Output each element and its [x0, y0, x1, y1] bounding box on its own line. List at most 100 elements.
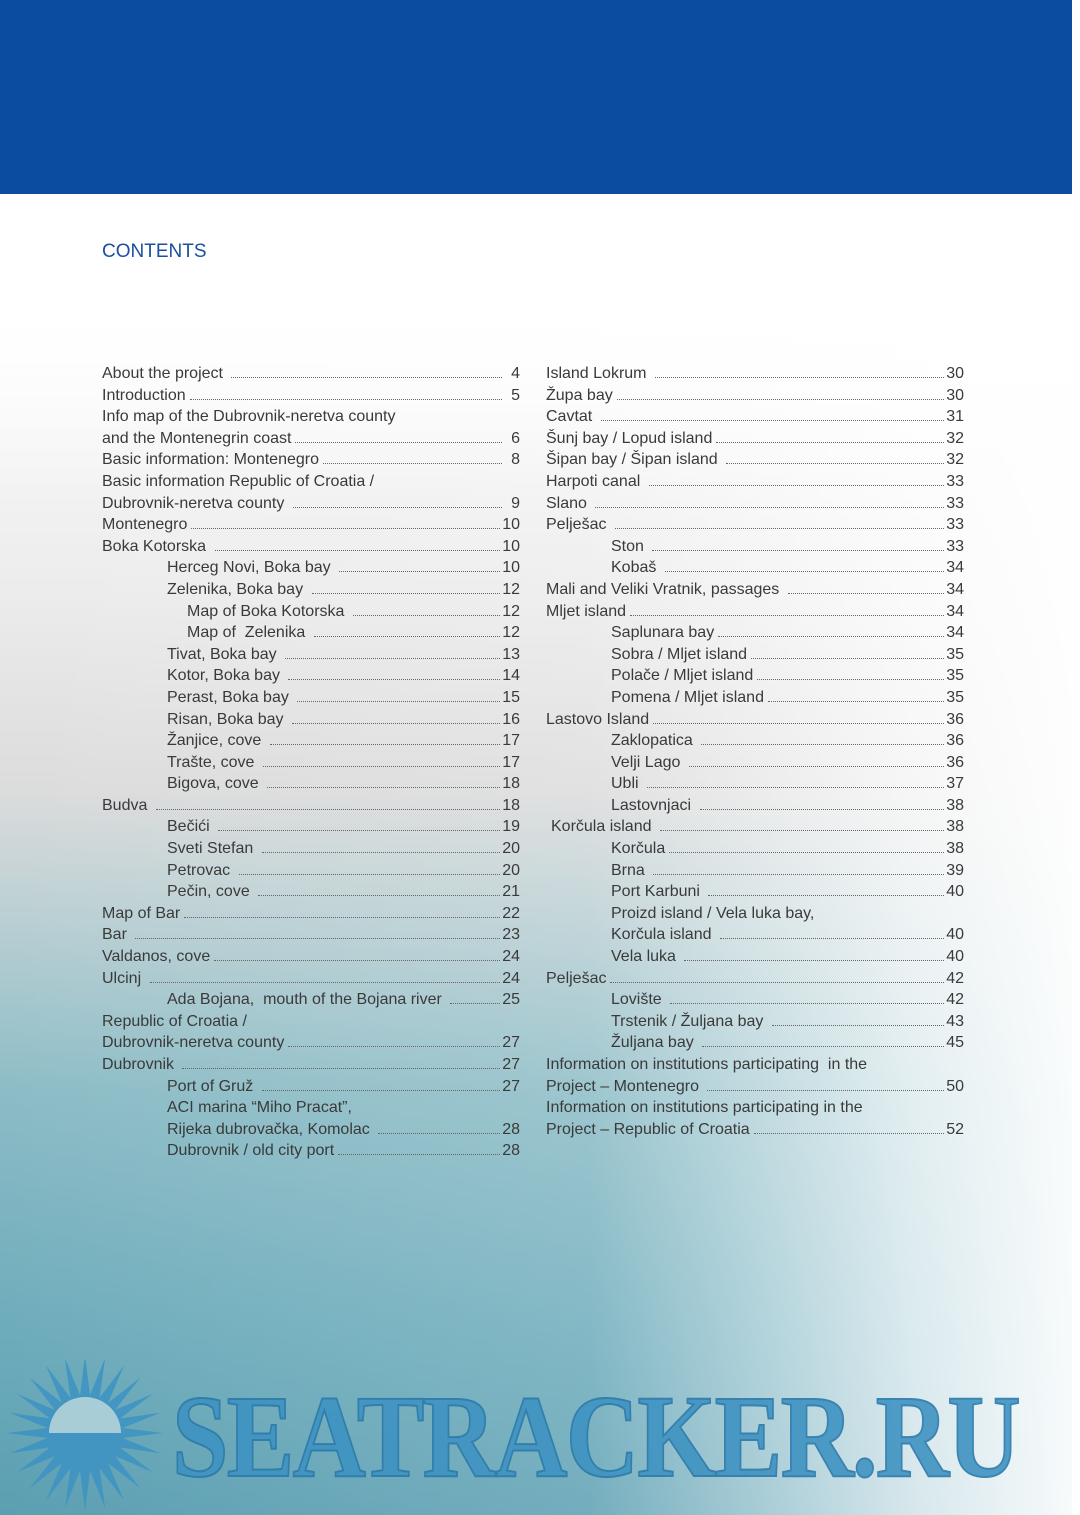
toc-entry-label: ACI marina “Miho Pracat”,	[167, 1099, 352, 1117]
toc-entry-page: 38	[946, 818, 964, 836]
toc-entry[interactable]: Information on institutions participatin…	[546, 1099, 964, 1121]
toc-entry[interactable]: Ston 33	[546, 538, 964, 560]
toc-entry[interactable]: Island Lokrum 30	[546, 365, 964, 387]
toc-entry[interactable]: Map of Bar 22	[102, 905, 520, 927]
dot-leader	[653, 873, 945, 875]
toc-entry[interactable]: Sveti Stefan 20	[102, 840, 520, 862]
toc-entry-page: 10	[502, 537, 520, 555]
toc-entry-label: Budva	[102, 796, 152, 814]
toc-entry[interactable]: Rijeka dubrovačka, Komolac 28	[102, 1121, 520, 1143]
toc-entry-page: 22	[502, 904, 520, 922]
toc-entry[interactable]: Map of Zelenika 12	[102, 624, 520, 646]
toc-entry[interactable]: Republic of Croatia /	[102, 1013, 520, 1035]
toc-entry[interactable]: Trstenik / Žuljana bay 43	[546, 1013, 964, 1035]
toc-entry[interactable]: Župa bay 30	[546, 387, 964, 409]
toc-entry[interactable]: Šipan bay / Šipan island 32	[546, 451, 964, 473]
dot-leader	[184, 916, 501, 918]
toc-entry[interactable]: Pelješac 33	[546, 516, 964, 538]
toc-entry[interactable]: Boka Kotorska 10	[102, 538, 520, 560]
toc-entry[interactable]: Bar 23	[102, 926, 520, 948]
toc-entry[interactable]: Risan, Boka bay 16	[102, 711, 520, 733]
toc-entry-page: 35	[946, 667, 964, 685]
toc-entry[interactable]: Šunj bay / Lopud island 32	[546, 430, 964, 452]
toc-entry[interactable]: Trašte, cove 17	[102, 754, 520, 776]
toc-entry[interactable]: Slano 33	[546, 495, 964, 517]
toc-entry-label: Valdanos, cove	[102, 948, 211, 966]
toc-entry[interactable]: Project – Republic of Croatia 52	[546, 1121, 964, 1143]
toc-entry[interactable]: Basic information Republic of Croatia /	[102, 473, 520, 495]
toc-entry[interactable]: Dubrovnik 27	[102, 1056, 520, 1078]
toc-entry[interactable]: Žanjice, cove 17	[102, 732, 520, 754]
toc-entry[interactable]: Harpoti canal 33	[546, 473, 964, 495]
dot-leader	[323, 463, 502, 465]
toc-entry[interactable]: Map of Boka Kotorska 12	[102, 603, 520, 625]
toc-entry[interactable]: Velji Lago 36	[546, 754, 964, 776]
toc-entry[interactable]: Mali and Veliki Vratnik, passages 34	[546, 581, 964, 603]
toc-entry-label: Vela luka	[611, 948, 681, 966]
toc-entry[interactable]: Dubrovnik / old city port 28	[102, 1142, 520, 1164]
toc-entry-page: 30	[946, 386, 964, 404]
toc-entry[interactable]: Ada Bojana, mouth of the Bojana river 25	[102, 991, 520, 1013]
toc-entry[interactable]: Bigova, cove 18	[102, 775, 520, 797]
toc-entry[interactable]: Montenegro 10	[102, 516, 520, 538]
toc-entry[interactable]: Kotor, Boka bay 14	[102, 667, 520, 689]
dot-leader	[647, 787, 945, 789]
toc-entry[interactable]: Project – Montenegro 50	[546, 1078, 964, 1100]
toc-entry-label: Šunj bay / Lopud island	[546, 429, 713, 447]
toc-entry[interactable]: Ulcinj 24	[102, 970, 520, 992]
toc-entry[interactable]: Ubli 37	[546, 775, 964, 797]
toc-entry[interactable]: Information on institutions participatin…	[546, 1056, 964, 1078]
toc-entry[interactable]: ACI marina “Miho Pracat”,	[102, 1099, 520, 1121]
toc-entry[interactable]: Herceg Novi, Boka bay 10	[102, 559, 520, 581]
toc-entry-label: Perast, Boka bay	[167, 688, 294, 706]
toc-entry[interactable]: Petrovac 20	[102, 862, 520, 884]
toc-entry[interactable]: Lovište 42	[546, 991, 964, 1013]
toc-entry-page: 31	[946, 408, 964, 426]
toc-entry[interactable]: Pečin, cove 21	[102, 883, 520, 905]
toc-entry[interactable]: Lastovo Island 36	[546, 711, 964, 733]
toc-entry[interactable]: Cavtat 31	[546, 408, 964, 430]
dot-leader	[291, 722, 501, 724]
toc-entry[interactable]: Mljet island 34	[546, 603, 964, 625]
toc-entry[interactable]: Zelenika, Boka bay 12	[102, 581, 520, 603]
toc-entry[interactable]: Port of Gruž 27	[102, 1078, 520, 1100]
toc-entry[interactable]: Tivat, Boka bay 13	[102, 646, 520, 668]
toc-entry[interactable]: Basic information: Montenegro 8	[102, 451, 520, 473]
toc-entry[interactable]: Polače / Mljet island 35	[546, 667, 964, 689]
toc-entry-page: 19	[502, 818, 520, 836]
toc-entry[interactable]: Korčula island 38	[546, 818, 964, 840]
dot-leader	[614, 528, 945, 530]
toc-entry-label: About the project	[102, 365, 228, 382]
toc-entry[interactable]: Port Karbuni 40	[546, 883, 964, 905]
dot-leader	[688, 765, 945, 767]
toc-entry[interactable]: Žuljana bay 45	[546, 1034, 964, 1056]
toc-entry[interactable]: Vela luka 40	[546, 948, 964, 970]
toc-entry[interactable]: Info map of the Dubrovnik-neretva county	[102, 408, 520, 430]
toc-entry[interactable]: Sobra / Mljet island 35	[546, 646, 964, 668]
toc-entry[interactable]: Lastovnjaci 38	[546, 797, 964, 819]
toc-entry-label: Dubrovnik	[102, 1056, 179, 1073]
toc-entry[interactable]: Perast, Boka bay 15	[102, 689, 520, 711]
toc-entry[interactable]: Valdanos, cove 24	[102, 948, 520, 970]
toc-entry[interactable]: Bečići 19	[102, 818, 520, 840]
toc-entry[interactable]: Korčula 38	[546, 840, 964, 862]
dot-leader	[648, 484, 945, 486]
toc-entry[interactable]: Zaklopatica 36	[546, 732, 964, 754]
toc-entry[interactable]: and the Montenegrin coast 6	[102, 430, 520, 452]
dot-leader	[669, 852, 945, 854]
toc-entry[interactable]: Proizd island / Vela luka bay,	[546, 905, 964, 927]
toc-entry[interactable]: Korčula island 40	[546, 926, 964, 948]
toc-entry[interactable]: Brna 39	[546, 862, 964, 884]
toc-entry[interactable]: About the project 4	[102, 365, 520, 387]
toc-entry[interactable]: Saplunara bay 34	[546, 624, 964, 646]
toc-entry-page: 40	[946, 948, 964, 966]
toc-entry[interactable]: Kobaš 34	[546, 559, 964, 581]
toc-entry-label: Slano	[546, 494, 592, 512]
toc-entry[interactable]: Introduction 5	[102, 387, 520, 409]
toc-entry[interactable]: Dubrovnik-neretva county 9	[102, 495, 520, 517]
toc-entry[interactable]: Pomena / Mljet island 35	[546, 689, 964, 711]
toc-entry[interactable]: Dubrovnik-neretva county 27	[102, 1034, 520, 1056]
toc-entry[interactable]: Budva 18	[102, 797, 520, 819]
toc-entry[interactable]: Pelješac 42	[546, 970, 964, 992]
toc-entry-label: Korčula island	[611, 926, 716, 944]
